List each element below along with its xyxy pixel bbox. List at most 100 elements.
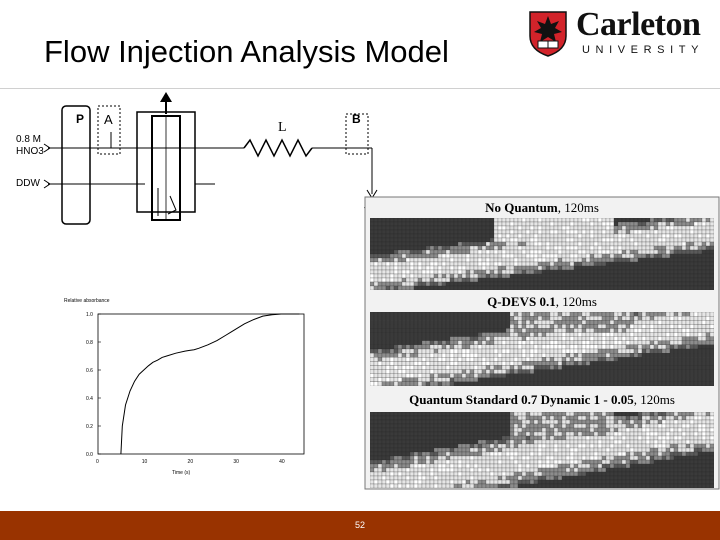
cell [417,229,423,235]
cell [649,257,655,263]
cell [709,261,714,267]
cell [393,419,399,425]
cell [429,340,435,345]
cell [493,423,499,429]
cell [509,340,515,345]
cell [373,423,379,429]
cell [370,265,375,271]
cell [533,443,539,449]
cell [469,459,475,465]
cell [441,357,447,362]
cell [505,273,511,279]
cell [533,265,539,271]
cell [637,281,643,287]
cell [457,336,463,341]
cell [429,423,435,429]
cell [525,332,531,337]
cell [425,332,431,337]
cell [605,369,611,374]
cell [425,348,431,354]
cell [701,241,707,247]
cell [677,218,683,223]
cell [421,265,427,271]
cell [629,471,635,477]
cell [585,218,591,223]
cell [453,455,459,461]
cell [641,316,647,321]
cell [493,459,499,465]
cell [681,221,687,227]
cell [705,237,711,243]
cell [601,257,607,263]
cell [609,237,615,243]
cell [637,412,643,417]
cell [621,269,627,275]
cell [549,455,555,461]
cell [553,328,559,333]
cell [569,348,575,354]
cell [629,221,635,227]
cell [405,427,411,433]
cell [509,381,515,386]
cell [433,257,439,263]
cell [417,369,423,374]
cell [370,435,375,441]
cell [677,237,683,243]
cell [661,369,667,374]
cell [593,439,599,445]
cell [641,328,647,333]
cell [433,431,439,437]
cell [461,241,467,247]
cell [457,332,463,337]
cell [413,221,419,227]
cell [517,328,523,333]
cell [569,324,575,329]
cell [465,316,471,321]
cell [561,369,567,374]
cell [565,443,571,449]
cell [409,365,415,370]
cell [437,344,443,350]
cell [473,241,479,247]
cell [489,277,495,283]
cell [581,381,587,386]
cell [637,373,643,378]
cell [629,369,635,374]
cell [677,463,683,469]
cell [469,439,475,445]
cell [689,257,695,263]
cell [589,320,595,325]
cell [517,277,523,283]
cell [601,483,607,488]
cell [449,365,455,370]
cell [601,221,607,227]
cell [609,431,615,437]
cell [393,229,399,235]
cell [545,249,551,255]
cell [673,439,679,445]
cell [393,439,399,445]
cell [637,221,643,227]
cell [561,463,567,469]
cell [609,261,615,267]
cell [489,285,495,290]
cell [441,316,447,321]
cell [425,225,431,231]
cell [673,475,679,481]
cell [501,312,507,317]
cell [625,273,631,279]
cell [509,312,515,317]
cell [637,257,643,263]
cell [389,459,395,465]
cell [693,451,699,457]
cell [425,451,431,457]
cell [605,439,611,445]
cell [501,435,507,441]
cell [665,316,671,321]
cell [633,479,639,485]
cell [553,381,559,386]
cell [541,361,547,366]
cell [473,218,479,223]
cell [705,269,711,275]
cell [649,451,655,457]
